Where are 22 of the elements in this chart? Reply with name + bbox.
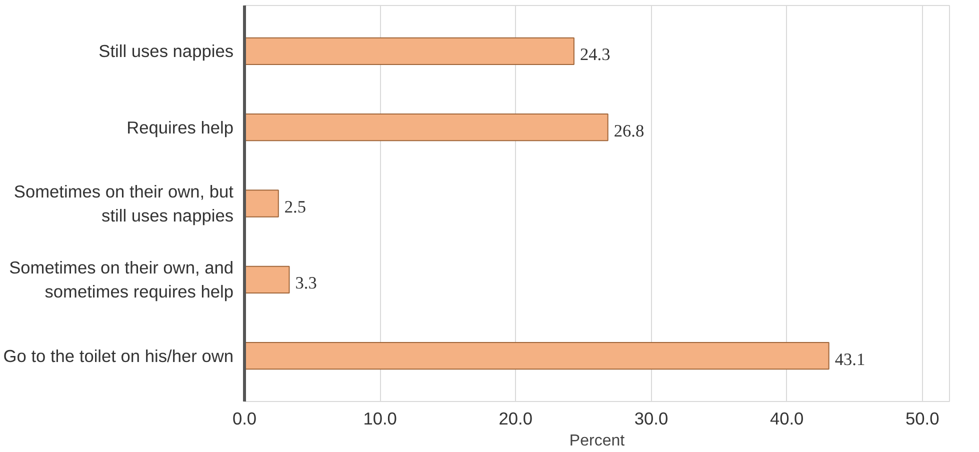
data-label: 2.5: [284, 198, 306, 216]
x-tick-label: 30.0: [634, 408, 668, 428]
y-tick-label: Sometimes on their own, and sometimes requires help: [9, 258, 234, 302]
y-tick-label: Sometimes on their own, but still uses nappies: [14, 182, 234, 226]
bar: [244, 190, 279, 218]
y-tick-label: Still uses nappies: [98, 41, 234, 62]
x-tick-label: 40.0: [770, 408, 804, 428]
bar: [244, 37, 574, 66]
y-tick-label: Requires help: [126, 117, 234, 138]
bar: [244, 266, 290, 294]
x-tick-label: 0.0: [232, 408, 257, 428]
data-label: 24.3: [580, 45, 610, 64]
y-tick-label: Go to the toilet on his/her own: [3, 346, 234, 366]
x-tick-label: 10.0: [363, 408, 397, 428]
x-tick-label: 50.0: [906, 408, 940, 428]
data-label: 43.1: [834, 350, 866, 369]
bar: [244, 342, 830, 370]
x-axis-title: Percent: [569, 432, 626, 450]
x-tick-label: 20.0: [498, 408, 533, 428]
bar: [244, 114, 608, 142]
data-label: 3.3: [295, 274, 317, 293]
data-label: 26.8: [614, 121, 644, 140]
